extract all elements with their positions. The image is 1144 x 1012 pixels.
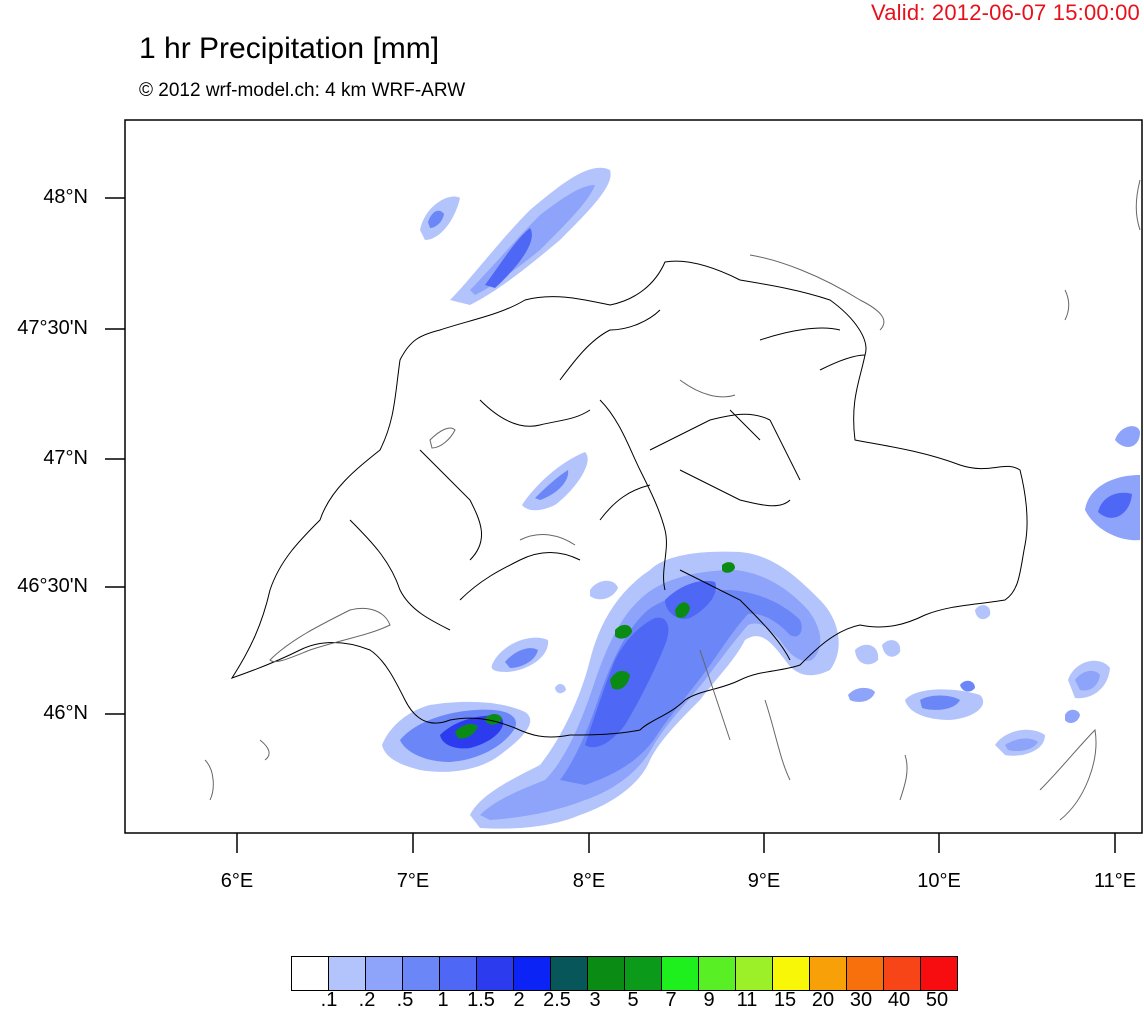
legend-label: .1 <box>320 989 338 1011</box>
legend-swatch <box>662 956 699 991</box>
legend-swatch <box>551 956 588 991</box>
legend-swatch <box>699 956 736 991</box>
legend-label: 9 <box>703 989 715 1011</box>
lon-label-10e: 10°E <box>917 870 961 892</box>
legend-swatch <box>403 956 440 991</box>
lat-label-46-30n: 46°30'N <box>17 575 88 597</box>
legend-swatch <box>847 956 884 991</box>
legend-label: 15 <box>773 989 797 1011</box>
precip-areas <box>382 167 1140 829</box>
legend-swatch <box>773 956 810 991</box>
lat-label-47-30n: 47°30'N <box>17 317 88 339</box>
legend-label: 11 <box>736 989 758 1011</box>
legend-swatch <box>440 956 477 991</box>
legend-swatch <box>292 956 329 991</box>
legend-label: 30 <box>849 989 873 1011</box>
lat-label-46n: 46°N <box>43 702 88 724</box>
legend-swatch <box>588 956 625 991</box>
valid-time: Valid: 2012-06-07 15:00:00 <box>871 0 1140 25</box>
legend-swatch <box>921 956 958 991</box>
legend-label: 7 <box>665 989 677 1011</box>
legend-colorbar <box>291 956 958 991</box>
legend-swatch <box>514 956 551 991</box>
lat-label-48n: 48°N <box>43 186 88 208</box>
lakes <box>204 179 1141 821</box>
legend-label: 50 <box>925 989 949 1011</box>
legend-swatch <box>736 956 773 991</box>
legend-swatch <box>477 956 514 991</box>
legend-label: 1 <box>437 989 449 1011</box>
legend-label: 2 <box>513 989 525 1011</box>
axis-ticks <box>105 197 1116 853</box>
legend-label: .2 <box>358 989 376 1011</box>
legend-swatch <box>810 956 847 991</box>
legend-label: .5 <box>396 989 414 1011</box>
lon-label-6e: 6°E <box>220 870 254 892</box>
legend-label: 5 <box>627 989 639 1011</box>
lon-label-9e: 9°E <box>747 870 781 892</box>
legend-label: 2.5 <box>543 989 571 1011</box>
lon-label-7e: 7°E <box>396 870 430 892</box>
legend-swatch <box>884 956 921 991</box>
lat-label-47n: 47°N <box>43 447 88 469</box>
country-borders <box>230 260 1028 738</box>
lon-label-8e: 8°E <box>572 870 606 892</box>
legend-label: 1.5 <box>467 989 495 1011</box>
legend-swatch <box>329 956 366 991</box>
subtitle: © 2012 wrf-model.ch: 4 km WRF-ARW <box>139 80 466 101</box>
page-title: 1 hr Precipitation [mm] <box>139 32 440 65</box>
lon-label-11e: 11°E <box>1093 870 1137 892</box>
legend-swatch <box>366 956 403 991</box>
legend-label: 3 <box>589 989 601 1011</box>
legend-label: 20 <box>811 989 835 1011</box>
legend-swatch <box>625 956 662 991</box>
legend-label: 40 <box>887 989 911 1011</box>
